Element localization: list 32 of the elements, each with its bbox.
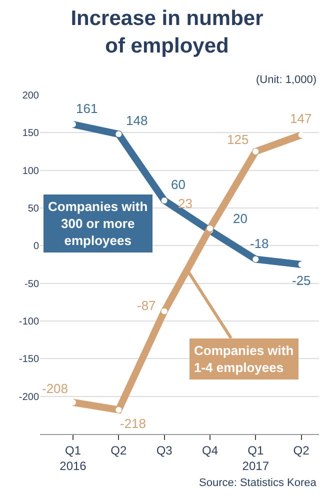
- data-label: 147: [290, 111, 312, 126]
- text: Companies with 1-4 employees: [194, 343, 294, 375]
- x-tick-label: Q3: [156, 443, 173, 458]
- data-label: 20: [233, 211, 248, 226]
- chart-title: Increase in number of employed: [70, 6, 264, 58]
- data-label: 161: [76, 101, 98, 116]
- y-tick-label: -200: [18, 392, 40, 403]
- y-tick-label: -50: [24, 278, 40, 290]
- data-label: 125: [227, 132, 249, 147]
- data-label: -208: [42, 381, 68, 396]
- x-tick-label: Q1 2016: [60, 443, 87, 473]
- data-label: -218: [120, 416, 146, 431]
- x-tick-label: Q2: [293, 443, 310, 458]
- y-tick-label: 200: [22, 90, 40, 102]
- x-tick-label: Q2: [110, 443, 127, 458]
- y-tick-label: 150: [22, 128, 40, 140]
- data-label: -25: [292, 273, 311, 288]
- y-tick-label: -100: [18, 316, 40, 328]
- series-label: Companies with 300 or more employees: [48, 199, 148, 248]
- data-label: 148: [126, 113, 148, 128]
- y-tick-label: 0: [33, 241, 40, 252]
- text: (Unit: 1,000): [256, 74, 317, 86]
- data-label: 60: [171, 177, 186, 192]
- data-label: 23: [178, 196, 192, 211]
- y-tick-label: 100: [22, 166, 40, 177]
- y-tick-label: -150: [18, 354, 40, 366]
- data-label: -18: [250, 236, 269, 251]
- source-note: Source: Statistics Korea: [199, 477, 318, 489]
- data-label: -87: [137, 298, 156, 313]
- x-tick-label: Q1 2017: [242, 443, 270, 473]
- y-tick-label: 50: [28, 204, 40, 214]
- x-tick-label: Q4: [202, 443, 218, 458]
